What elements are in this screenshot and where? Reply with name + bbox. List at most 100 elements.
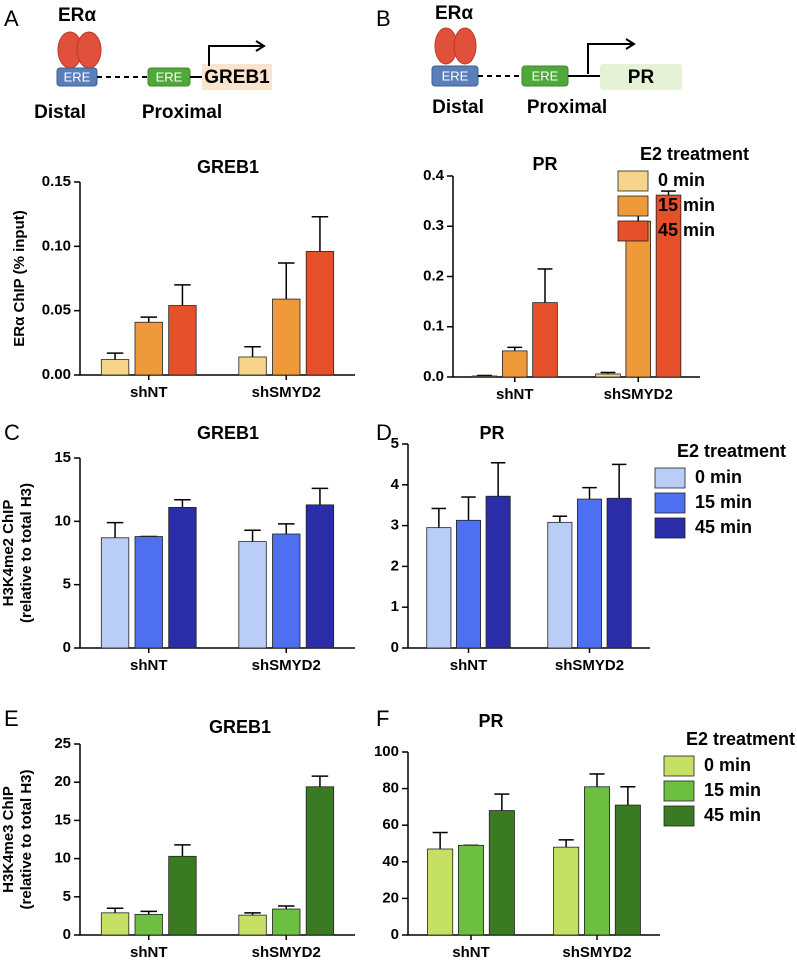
- bar: [238, 356, 267, 376]
- bar: [426, 527, 452, 649]
- y-tick-label: 80: [382, 780, 399, 797]
- y-tick-label: 2: [391, 557, 399, 574]
- chart-title: PR: [479, 423, 504, 443]
- element-label: ERE: [532, 68, 559, 83]
- bar: [471, 375, 498, 378]
- legend-swatch: [617, 170, 649, 192]
- bar: [238, 914, 267, 936]
- y-axis-label: ERα ChIP (% input): [11, 210, 28, 346]
- arrow-head: [255, 40, 266, 52]
- y-tick-label: 0: [391, 926, 399, 943]
- legend-swatch: [663, 805, 695, 827]
- panel-label: A: [4, 6, 19, 31]
- y-tick-label: 15: [54, 811, 71, 828]
- bar: [272, 298, 301, 376]
- y-tick-label: 0: [63, 926, 71, 943]
- element-label: ERE: [442, 68, 469, 83]
- gene-label: PR: [628, 67, 655, 88]
- protein-label: ERα: [58, 5, 96, 26]
- gene-box: [202, 64, 272, 90]
- element-label: ERE: [64, 69, 91, 84]
- y-tick-label: 0.4: [423, 167, 445, 184]
- y-tick-label: 5: [391, 435, 399, 452]
- y-tick-label: 40: [382, 853, 399, 870]
- y-axis-label: (relative to total H3): [18, 769, 35, 909]
- gene-box: [600, 64, 682, 90]
- y-tick-label: 0.0: [423, 368, 444, 385]
- y-tick-label: 5: [63, 576, 71, 593]
- x-tick-label: shNT: [130, 944, 168, 961]
- panel-label: D: [376, 420, 392, 445]
- y-tick-label: 0.10: [42, 237, 71, 254]
- legend-swatch: [663, 780, 695, 802]
- bar: [134, 913, 163, 936]
- legend-swatch: [617, 195, 649, 217]
- chart-title: GREB1: [197, 423, 259, 443]
- protein-shape: [76, 31, 102, 69]
- x-tick-label: shNT: [450, 657, 488, 674]
- y-tick-label: 4: [391, 476, 400, 493]
- bar: [577, 498, 603, 649]
- bar: [655, 194, 682, 378]
- bar: [457, 844, 484, 936]
- legend-swatch: [663, 755, 695, 777]
- legend-label: 0 min: [704, 755, 751, 775]
- y-tick-label: 10: [54, 512, 71, 529]
- tss-arrow: [587, 43, 632, 74]
- legend-label: 15 min: [704, 780, 761, 800]
- site-label: Distal: [432, 97, 484, 118]
- bar: [547, 521, 573, 649]
- y-tick-label: 20: [382, 889, 399, 906]
- panel-label: B: [376, 6, 391, 31]
- bar: [455, 519, 481, 649]
- y-tick-label: 5: [63, 888, 71, 905]
- y-tick-label: 0.05: [42, 302, 71, 319]
- legend-title: E2 treatment: [640, 144, 749, 164]
- bar: [100, 537, 130, 649]
- y-tick-label: 25: [54, 735, 71, 752]
- legend-title: E2 treatment: [686, 729, 795, 749]
- y-tick-label: 0.2: [423, 267, 444, 284]
- panel-label: E: [4, 706, 19, 731]
- chart-title: PR: [532, 154, 557, 174]
- x-tick-label: shNT: [130, 384, 168, 401]
- x-tick-label: shNT: [130, 657, 168, 674]
- tss-arrow: [208, 45, 262, 66]
- y-tick-label: 0.1: [423, 318, 444, 335]
- bar: [134, 321, 163, 376]
- legend-swatch: [654, 492, 686, 514]
- bar: [100, 912, 130, 936]
- legend-label: 45 min: [658, 220, 715, 240]
- site-label: Proximal: [527, 97, 607, 118]
- bar: [305, 251, 335, 376]
- legend-label: 45 min: [704, 805, 761, 825]
- gene-label: GREB1: [204, 67, 270, 88]
- x-tick-label: shSMYD2: [252, 944, 321, 961]
- protein-shape: [453, 27, 477, 65]
- y-tick-label: 0: [391, 639, 399, 656]
- y-tick-label: 10: [54, 850, 71, 867]
- legend-swatch: [654, 517, 686, 539]
- y-tick-label: 1: [391, 598, 399, 615]
- chart-title: PR: [478, 711, 503, 731]
- site-label: Proximal: [142, 102, 222, 123]
- bar: [168, 305, 197, 376]
- bar: [625, 220, 652, 378]
- x-tick-label: shSMYD2: [252, 384, 321, 401]
- arrow-head: [625, 38, 636, 50]
- protein-label: ERα: [435, 3, 473, 24]
- bar: [614, 804, 641, 936]
- y-tick-label: 20: [54, 773, 71, 790]
- x-tick-label: shSMYD2: [562, 944, 631, 961]
- x-tick-label: shNT: [452, 944, 490, 961]
- bar: [168, 506, 197, 649]
- legend-label: 15 min: [695, 492, 752, 512]
- bar: [532, 302, 558, 378]
- y-tick-label: 100: [374, 743, 399, 760]
- x-tick-label: shSMYD2: [555, 657, 624, 674]
- y-tick-label: 15: [54, 449, 71, 466]
- legend-title: E2 treatment: [677, 441, 786, 461]
- bar: [238, 541, 267, 649]
- y-tick-label: 0: [63, 639, 71, 656]
- bar: [272, 908, 301, 936]
